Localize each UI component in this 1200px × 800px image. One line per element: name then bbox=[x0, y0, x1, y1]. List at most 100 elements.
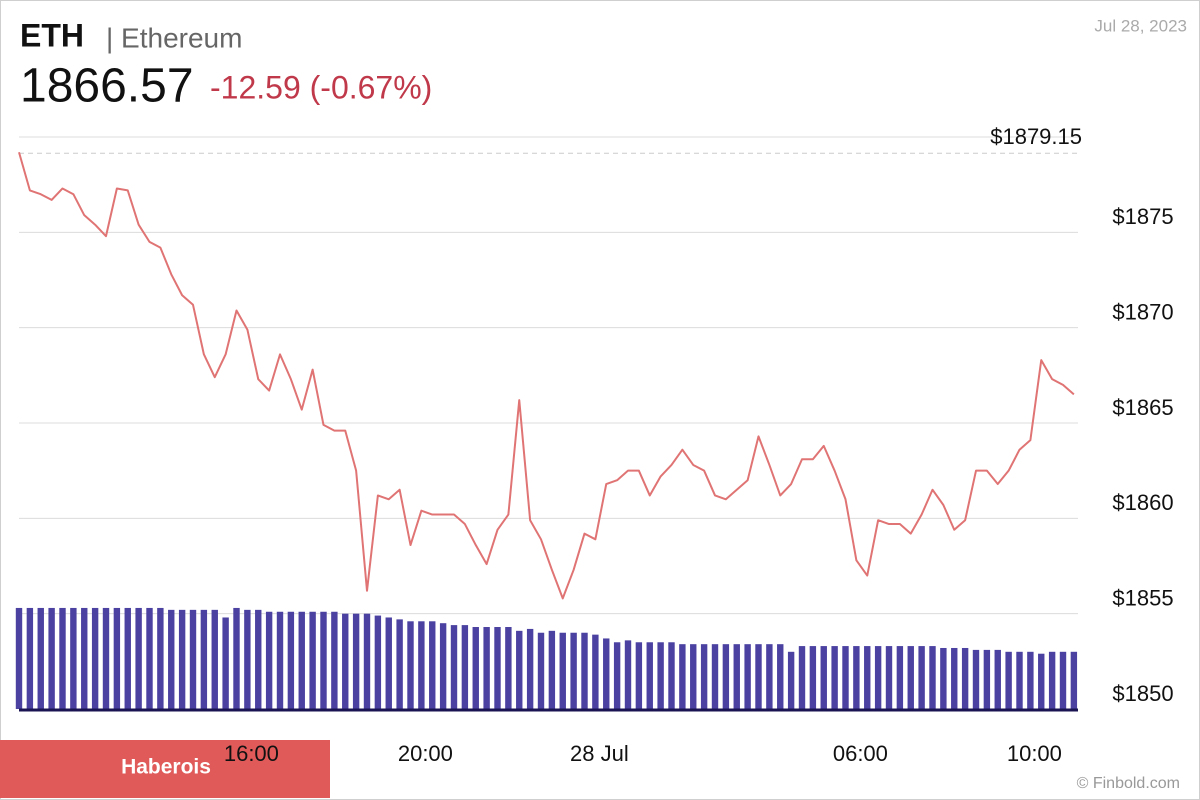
plot: $1850 $1855 $1860 $1865 $1870 $1875 $1879.15 bbox=[15, 124, 1174, 712]
volume-bar bbox=[26, 607, 34, 709]
volume-bar bbox=[342, 613, 349, 709]
volume-bar bbox=[244, 609, 251, 709]
volume-bar bbox=[690, 644, 697, 709]
volume-bar bbox=[255, 609, 262, 709]
volume-bar bbox=[1016, 651, 1023, 709]
volume-bar bbox=[461, 625, 469, 709]
volume-bar bbox=[820, 646, 827, 709]
volume-bar bbox=[157, 607, 164, 709]
y-tick-label: $1870 bbox=[1112, 299, 1173, 324]
volume-bar bbox=[646, 642, 653, 709]
volume-bar bbox=[592, 634, 599, 709]
volume-bar bbox=[940, 647, 947, 709]
volume-bar bbox=[657, 642, 664, 709]
volume-bar bbox=[559, 632, 566, 709]
volume-bar bbox=[407, 621, 414, 709]
x-tick-label: 10:00 bbox=[1007, 741, 1062, 766]
volume-bar bbox=[516, 630, 523, 709]
volume-bar bbox=[983, 649, 991, 709]
volume-bar bbox=[168, 609, 175, 709]
x-tick-label: 20:00 bbox=[398, 741, 453, 766]
volume-bar bbox=[526, 628, 534, 709]
volume-bar bbox=[189, 609, 197, 709]
volume-bar bbox=[135, 607, 142, 709]
volume-bar bbox=[711, 644, 719, 709]
volume-bar bbox=[1005, 651, 1012, 709]
price: 1866.57 bbox=[20, 60, 194, 113]
x-tick-label: 16:00 bbox=[224, 741, 279, 766]
volume-bar bbox=[352, 613, 360, 709]
volume-bar bbox=[744, 644, 751, 709]
volume-bar bbox=[483, 627, 490, 709]
volume-bar bbox=[668, 642, 675, 709]
volume-bar bbox=[918, 646, 925, 709]
volume-bar bbox=[37, 607, 44, 709]
y-tick-label: $1865 bbox=[1112, 395, 1173, 420]
volume-bar bbox=[1048, 651, 1056, 709]
volume-bar bbox=[1027, 651, 1034, 709]
volume-bar bbox=[396, 619, 403, 709]
volume-bar bbox=[961, 647, 969, 709]
volume-bar bbox=[505, 627, 512, 709]
volume-bar bbox=[124, 607, 131, 709]
volume-bar bbox=[385, 617, 392, 709]
credit: © Finbold.com bbox=[1077, 775, 1180, 792]
volume-bar bbox=[603, 638, 610, 709]
volume-bar bbox=[363, 613, 371, 709]
volume-bar bbox=[331, 611, 338, 709]
volume-bar bbox=[787, 651, 795, 709]
volume-bar bbox=[951, 647, 958, 709]
volume-bar bbox=[287, 611, 295, 709]
volume-bar bbox=[842, 646, 849, 709]
date: Jul 28, 2023 bbox=[1094, 16, 1187, 35]
volume-bar bbox=[450, 625, 458, 709]
volume-bar bbox=[70, 607, 77, 709]
volume-bar bbox=[309, 611, 316, 709]
volume-bar bbox=[59, 607, 66, 709]
volume-bar bbox=[581, 632, 588, 709]
volume-bar bbox=[211, 609, 218, 709]
volume-bar bbox=[896, 646, 904, 709]
reference-label: $1879.15 bbox=[990, 124, 1082, 149]
price-line bbox=[18, 151, 1075, 600]
volume-bar bbox=[276, 611, 284, 709]
change: -12.59 (-0.67%) bbox=[210, 69, 432, 105]
badge-bg bbox=[0, 740, 330, 798]
volume-bar bbox=[755, 644, 762, 709]
volume-bar bbox=[874, 646, 882, 709]
volume-bar bbox=[777, 644, 784, 709]
x-tick-label: 28 Jul bbox=[570, 741, 629, 766]
volume-bar bbox=[81, 607, 88, 709]
volume-bar bbox=[994, 649, 1001, 709]
volume-bar bbox=[374, 615, 382, 709]
volume-bar bbox=[418, 621, 425, 709]
volume-bar bbox=[613, 642, 621, 709]
volume-bar bbox=[537, 632, 545, 709]
volume-bar bbox=[570, 632, 577, 709]
volume-bar bbox=[907, 646, 914, 709]
volume-bar bbox=[48, 607, 55, 709]
volume-bar bbox=[298, 611, 305, 709]
volume-bar bbox=[1059, 651, 1067, 709]
volume-bar bbox=[635, 642, 643, 709]
y-tick-label: $1855 bbox=[1112, 585, 1173, 610]
volume-bar bbox=[102, 607, 110, 709]
volume-bar bbox=[885, 646, 893, 709]
volume-bar bbox=[929, 646, 936, 709]
volume-bar bbox=[831, 646, 838, 709]
volume-bar bbox=[853, 646, 860, 709]
volume-bar bbox=[233, 607, 240, 709]
x-axis: 16:00 20:00 28 Jul 06:00 10:00 bbox=[224, 741, 1062, 766]
volume-bar bbox=[700, 644, 708, 709]
volume-bar bbox=[766, 644, 773, 709]
asset-name: | Ethereum bbox=[106, 22, 242, 53]
volume-bar bbox=[320, 611, 327, 709]
volume-bar bbox=[679, 644, 686, 709]
volume-bar bbox=[494, 627, 501, 709]
volume-bar bbox=[91, 607, 99, 709]
volume-bar bbox=[178, 609, 186, 709]
badge: Haberois bbox=[121, 756, 211, 779]
volume-bar bbox=[265, 611, 273, 709]
